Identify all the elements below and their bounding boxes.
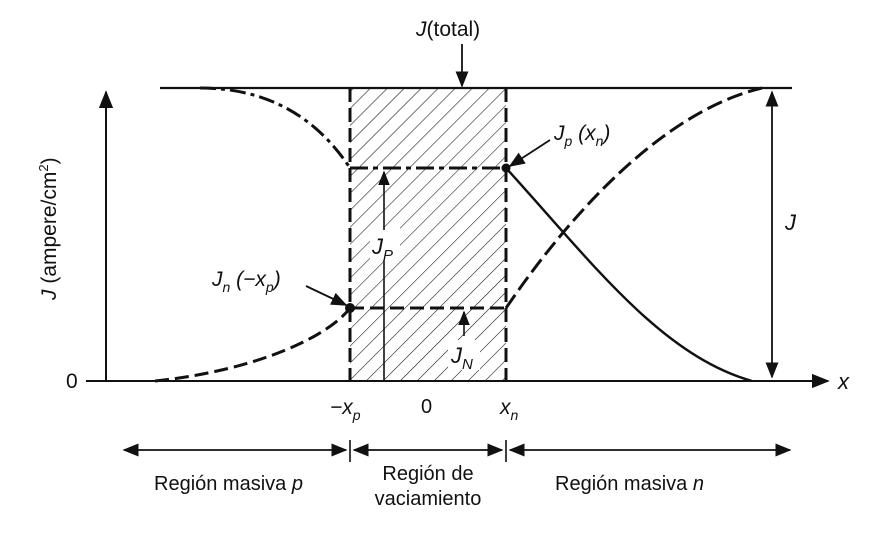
j-right-label: J xyxy=(784,210,797,235)
jn-curve-p-region xyxy=(154,307,352,383)
jn-label-bg xyxy=(448,340,480,370)
jn-label: JN xyxy=(450,343,473,373)
jp-curve-n-region xyxy=(505,167,753,383)
y-zero-label: 0 xyxy=(66,370,78,393)
jp-curve-p-region xyxy=(199,86,352,169)
tick-xn: xn xyxy=(499,396,519,423)
point-jn-neg-xp xyxy=(345,303,355,313)
tick-neg-xp: −xp xyxy=(330,396,361,423)
jn-curve-n-region xyxy=(504,86,763,309)
tick-zero: 0 xyxy=(421,396,432,418)
y-axis-label: J (ampere/cm2) xyxy=(36,157,61,301)
depletion-region-label-line1: Región de xyxy=(382,463,473,485)
point-jp-xn xyxy=(501,163,511,173)
p-bulk-region-label: Región masiva p xyxy=(154,473,303,495)
jp-xn-label: Jp (xn) xyxy=(553,122,610,149)
depletion-region-label-line2: vaciamiento xyxy=(375,488,482,510)
jp-label-bg2 xyxy=(370,230,400,260)
x-axis-label: x xyxy=(837,369,850,394)
jn-neg-xp-pointer xyxy=(305,285,348,306)
jp-xn-pointer xyxy=(508,139,551,167)
jn-neg-xp-label: Jn (−xp) xyxy=(211,268,281,295)
j-total-label: J(total) xyxy=(415,18,480,41)
jp-label: JP xyxy=(371,234,393,264)
n-bulk-region-label: Región masiva n xyxy=(555,473,704,495)
